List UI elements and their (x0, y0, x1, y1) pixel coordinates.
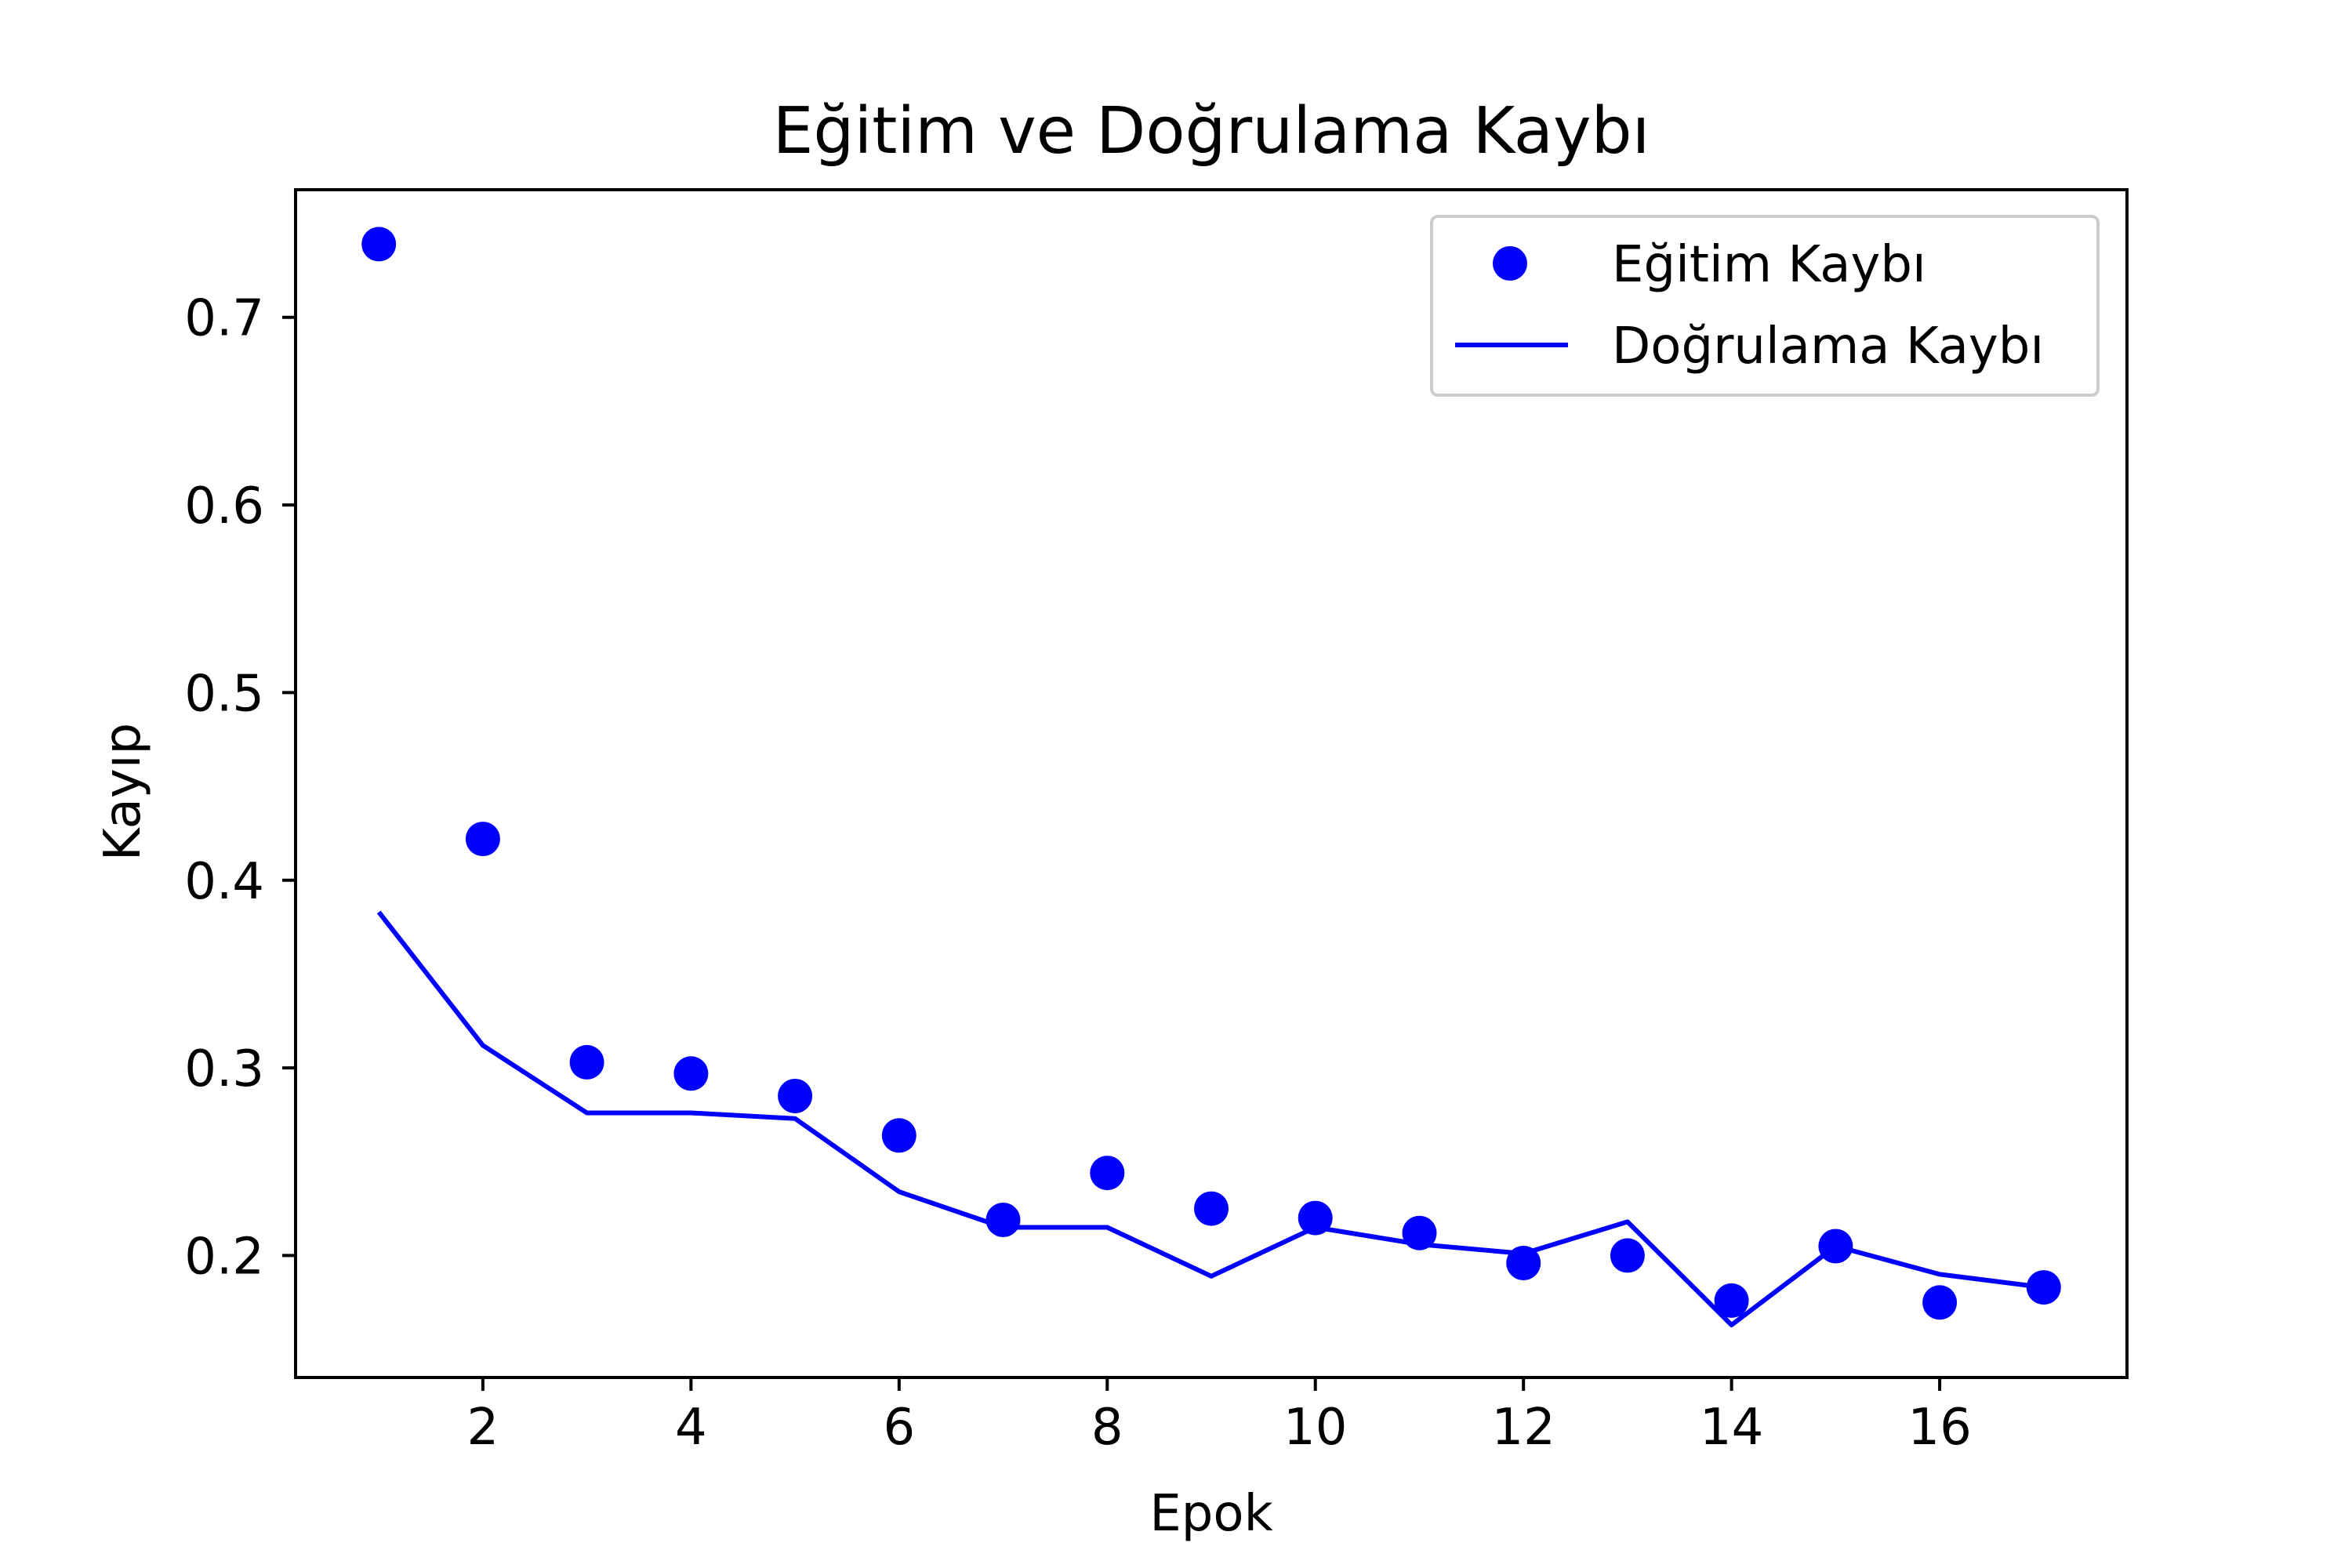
y-axis-ticks: 0.2 0.3 0.4 0.5 0.6 0.7 (184, 290, 296, 1286)
y-tick-label: 0.2 (184, 1228, 264, 1286)
y-tick-label: 0.5 (184, 665, 264, 723)
x-tick-label: 14 (1700, 1399, 1763, 1457)
training-loss-point (1298, 1200, 1333, 1236)
x-tick-label: 16 (1907, 1399, 1971, 1457)
training-loss-point (1922, 1285, 1958, 1320)
training-loss-point (1818, 1229, 1853, 1264)
x-tick-label: 8 (1091, 1399, 1123, 1457)
y-tick-label: 0.4 (184, 853, 264, 911)
training-loss-point (569, 1044, 604, 1080)
training-loss-point (985, 1203, 1021, 1237)
training-loss-point (1194, 1191, 1229, 1226)
legend-marker-training-loss (1493, 246, 1527, 281)
x-tick-label: 2 (467, 1399, 499, 1457)
legend: Eğitim Kaybı Doğrulama Kaybı (1430, 215, 2100, 397)
y-tick-label: 0.3 (184, 1040, 264, 1098)
y-tick-label: 0.7 (184, 290, 264, 348)
training-loss-point (881, 1118, 916, 1153)
x-tick-label: 12 (1491, 1399, 1555, 1457)
legend-label-training-loss: Eğitim Kaybı (1612, 236, 1926, 294)
training-loss-point (2026, 1270, 2061, 1305)
axes-frame (294, 188, 2129, 1379)
training-loss-point (1506, 1246, 1541, 1280)
x-axis-label: Epok (1149, 1485, 1272, 1543)
training-loss-point (465, 822, 500, 857)
training-loss-point (1090, 1156, 1125, 1191)
training-loss-point (1610, 1238, 1645, 1273)
validation-loss-line (376, 910, 2045, 1327)
training-loss-point (361, 227, 397, 262)
legend-box (1430, 215, 2100, 397)
training-loss-point (673, 1056, 709, 1091)
training-loss-point (1402, 1215, 1437, 1250)
x-tick-label: 10 (1283, 1399, 1347, 1457)
training-loss-point (778, 1079, 813, 1113)
x-tick-label: 6 (883, 1399, 915, 1457)
x-tick-label: 4 (675, 1399, 707, 1457)
y-tick-label: 0.6 (184, 477, 264, 535)
legend-label-validation-loss: Doğrulama Kaybı (1612, 318, 2044, 376)
x-axis-ticks: 2 4 6 8 10 12 14 16 (467, 1377, 1972, 1457)
y-axis-label: Kayıp (94, 723, 152, 861)
chart-title: Eğitim ve Doğrulama Kaybı (773, 94, 1650, 169)
plot-area (294, 188, 2129, 1379)
training-loss-point (1714, 1283, 1749, 1318)
